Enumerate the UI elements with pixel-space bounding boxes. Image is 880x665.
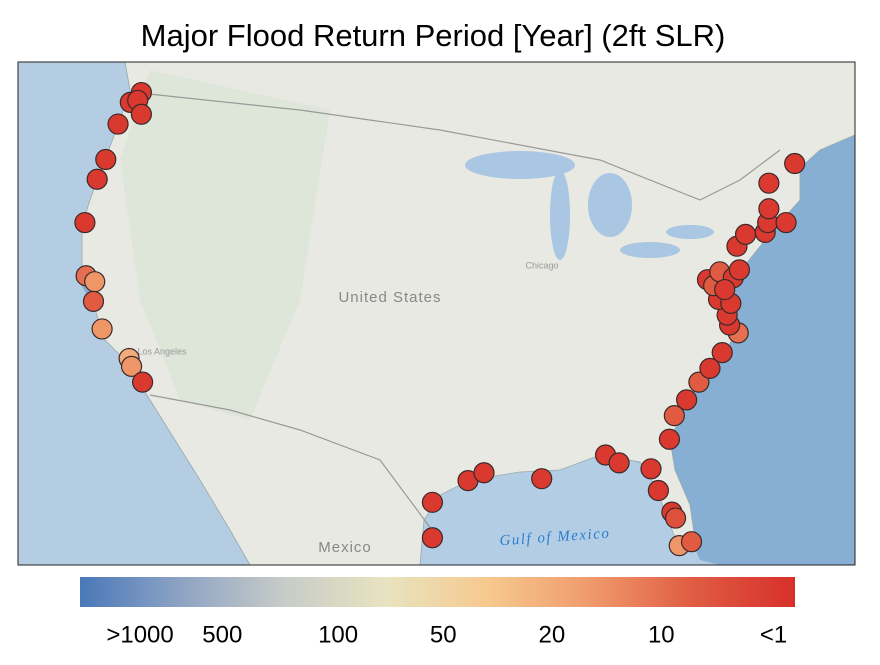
map-label: Mexico (318, 539, 372, 556)
colorbar (80, 577, 795, 607)
colorbar-tick-label: >1000 (106, 621, 173, 648)
border (149, 394, 433, 531)
stations (74, 81, 806, 557)
colorbar-ticks: >1000 500 100 50 20 10 <1 (106, 621, 787, 648)
station (130, 103, 152, 125)
map-label: Los Angeles (137, 346, 187, 356)
colorbar-tick-label: 500 (202, 621, 242, 648)
station (758, 198, 780, 220)
gulf-shelf (420, 450, 720, 565)
station (711, 341, 733, 364)
station (758, 172, 780, 194)
map-label: Gulf of Mexico (499, 526, 611, 550)
station (86, 168, 108, 190)
station (775, 211, 797, 234)
lake (550, 170, 570, 260)
station (734, 223, 757, 245)
station (640, 458, 662, 480)
station (473, 462, 495, 484)
border (129, 91, 781, 201)
station (421, 491, 444, 513)
lake (465, 151, 575, 179)
station (676, 389, 698, 411)
station (91, 318, 113, 340)
station (95, 148, 117, 171)
lake (666, 225, 714, 239)
station (107, 113, 129, 135)
colorbar-tick-label: 20 (539, 621, 566, 648)
station (531, 468, 553, 490)
station (421, 527, 444, 549)
title: Major Flood Return Period [Year] (2ft SL… (141, 18, 726, 53)
station (84, 271, 106, 293)
station (664, 507, 687, 529)
map-label: Chicago (525, 260, 558, 270)
station (120, 355, 143, 377)
station (699, 357, 721, 379)
colorbar-tick-label: 100 (318, 621, 358, 648)
colorbar-tick-label: 10 (648, 621, 675, 648)
station (680, 531, 703, 553)
colorbar-tick-label: <1 (760, 621, 787, 648)
lake (588, 173, 632, 237)
basemap: United States Mexico Gulf of Mexico Chic… (18, 62, 855, 565)
map-label: United States (338, 289, 441, 306)
station (608, 452, 630, 474)
station (714, 278, 736, 301)
station (784, 152, 806, 175)
colorbar-tick-label: 50 (430, 621, 457, 648)
station (74, 211, 96, 234)
station (132, 371, 154, 393)
station (663, 405, 685, 427)
terrain (120, 70, 330, 420)
station (728, 259, 751, 281)
station (688, 371, 710, 393)
station (82, 290, 105, 312)
shelf (18, 62, 260, 565)
map-frame (17, 61, 856, 566)
station (647, 479, 669, 502)
lake (620, 242, 680, 258)
station (658, 428, 681, 450)
